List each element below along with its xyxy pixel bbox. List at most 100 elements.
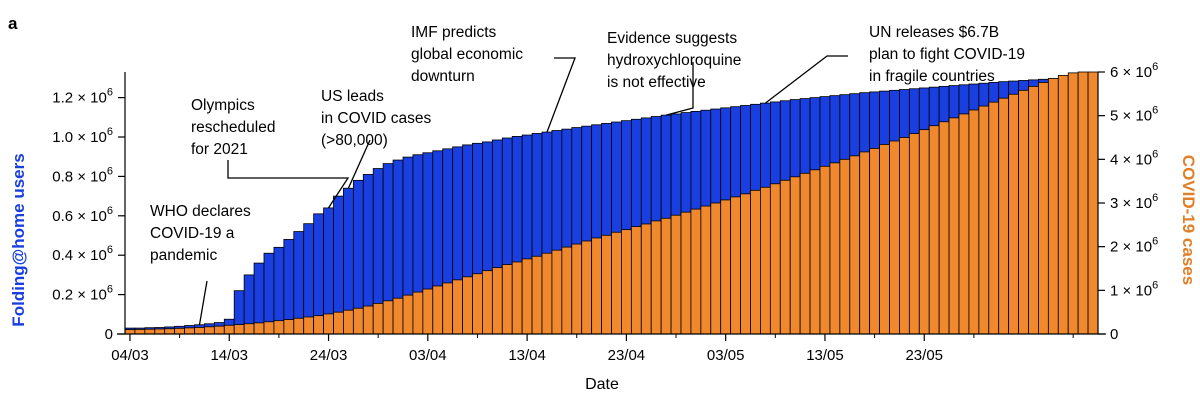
cases-bar — [511, 261, 523, 335]
cases-bar — [750, 189, 761, 335]
annotation: IMF predicts global economic downturn — [411, 24, 576, 133]
annotation: Olympics rescheduled for 2021 — [191, 97, 350, 209]
cases-bar — [491, 267, 503, 335]
annotations: WHO declares COVID-19 a pandemic Olympics re… — [150, 24, 1025, 325]
cases-bar — [889, 140, 900, 335]
cases-bar — [482, 270, 493, 335]
cases-bar — [988, 101, 1000, 335]
right-tick-label: 0 — [1110, 326, 1118, 343]
cases-bar — [372, 303, 384, 335]
cases-bar — [779, 179, 791, 335]
cases-bar — [690, 208, 702, 335]
cases-bar — [859, 151, 871, 335]
cases-bar — [928, 125, 940, 335]
right-tick-label: 3 × 106 — [1110, 192, 1158, 212]
cases-bar — [968, 109, 980, 335]
axes: 0 0.2 × 106 0.4 × 106 0.6 × 106 0.8 × 106 1.0… — [52, 61, 1158, 364]
left-tick-label: 0.2 × 106 — [52, 284, 113, 304]
cases-bar — [1067, 72, 1079, 335]
right-tick-label: 5 × 106 — [1110, 105, 1158, 125]
cases-bar — [333, 311, 344, 335]
cases-bar — [571, 243, 583, 335]
annotation-text: WHO declares — [150, 203, 251, 220]
cases-bar — [392, 297, 404, 335]
cases-bar — [462, 276, 473, 335]
x-tick-label: 04/03 — [111, 347, 149, 364]
cases-bar — [223, 324, 235, 335]
cases-bar — [422, 288, 434, 335]
annotation: WHO declares COVID-19 a pandemic — [150, 203, 251, 325]
cases-bar — [442, 282, 454, 335]
left-tick-label: 0.8 × 106 — [52, 165, 113, 185]
annotation-text: plan to fight COVID-19 — [869, 46, 1025, 63]
annotation-text: in fragile countries — [869, 68, 995, 85]
cases-bar — [720, 199, 732, 335]
annotation-text: hydroxychloroquine — [607, 52, 741, 69]
cases-bar — [233, 324, 245, 335]
cases-bar — [918, 129, 930, 335]
cases-bar — [352, 307, 364, 335]
x-axis-label: Date — [585, 376, 619, 393]
cases-bar — [531, 255, 543, 335]
annotation-text: is not effective — [607, 74, 706, 91]
cases-bar — [343, 309, 354, 335]
cases-bar — [134, 329, 146, 335]
left-tick-label: 1.2 × 106 — [52, 87, 113, 107]
annotation-text: Evidence suggests — [607, 30, 737, 47]
cases-bar — [144, 328, 156, 335]
right-tick-label: 4 × 106 — [1110, 148, 1158, 168]
cases-bar — [551, 249, 563, 335]
cases-bar — [1047, 78, 1059, 335]
x-tick-label: 14/03 — [210, 347, 248, 364]
annotation: Evidence suggests hydroxychloroquine is no… — [607, 30, 741, 116]
x-tick-label: 03/05 — [707, 347, 745, 364]
right-tick-label: 2 × 106 — [1110, 236, 1158, 256]
cases-bar — [154, 328, 166, 335]
cases-bar — [253, 322, 265, 335]
x-tick-label: 23/04 — [608, 347, 646, 364]
cases-bar — [611, 231, 622, 335]
annotation-text: downturn — [411, 68, 475, 85]
right-axis-label: COVID-19 cases — [1179, 155, 1198, 285]
annotation-leader — [665, 62, 694, 116]
cases-bar — [640, 223, 652, 335]
cases-bar — [1087, 71, 1099, 335]
cases-bar — [412, 291, 424, 335]
annotation-leader — [347, 139, 371, 189]
cases-bar — [630, 226, 642, 335]
panel-label: a — [8, 14, 18, 33]
x-tick-label: 13/05 — [806, 347, 844, 364]
left-tick-label: 0.4 × 106 — [52, 244, 113, 264]
annotation: UN releases $6.7B plan to fight COVID-19 i… — [765, 24, 1025, 104]
cases-bar — [730, 196, 741, 335]
annotation-text: UN releases $6.7B — [869, 24, 999, 41]
cases-bar — [501, 264, 513, 335]
annotation-leader — [227, 160, 350, 209]
cases-bar — [670, 214, 682, 335]
cases-bar — [472, 273, 483, 335]
cases-bar — [194, 327, 205, 335]
left-tick-label: 0 — [105, 326, 113, 343]
cases-bars — [124, 71, 1099, 335]
cases-bar — [452, 279, 463, 335]
cases-bar — [680, 211, 692, 335]
cases-bar — [938, 121, 950, 335]
cases-bar — [213, 325, 225, 335]
annotation-text: Olympics — [191, 97, 255, 114]
annotation-leader — [546, 57, 576, 133]
cases-bar — [908, 133, 920, 335]
annotation-text: global economic — [411, 46, 523, 63]
left-axis-label: Folding@home users — [9, 153, 28, 326]
cases-bar — [978, 105, 990, 335]
cases-bar — [740, 193, 751, 335]
cases-bar — [998, 97, 1010, 335]
annotation-text: for 2021 — [191, 141, 248, 158]
cases-bar — [184, 327, 195, 335]
cases-bar — [621, 229, 632, 335]
cases-bar — [541, 252, 553, 335]
annotation-text: pandemic — [150, 247, 217, 264]
cases-bar — [829, 162, 841, 335]
cases-bar — [958, 113, 970, 335]
cases-bar — [809, 169, 821, 335]
